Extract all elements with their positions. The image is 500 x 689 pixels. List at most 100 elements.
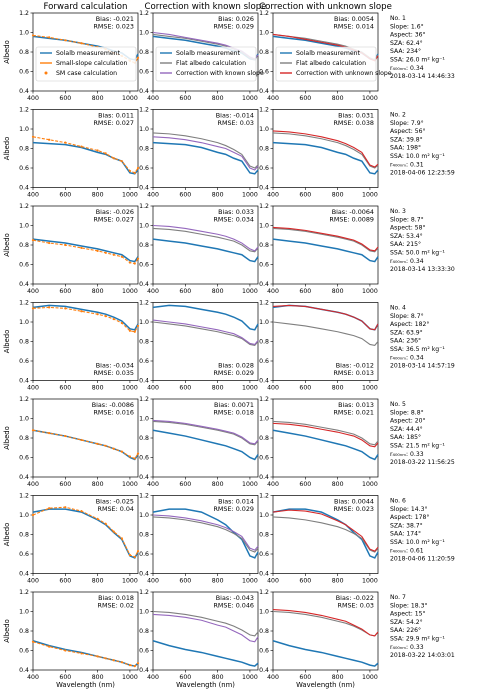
sm-case-marker (120, 321, 123, 325)
x-tick-label: 1000 (242, 95, 258, 102)
x-tick-label: 400 (147, 192, 159, 199)
series-measurement (272, 429, 379, 461)
y-tick-label: 0.6 (139, 69, 149, 76)
sm-case-marker (48, 306, 51, 309)
y-tick-label: 0.6 (259, 648, 269, 655)
bias-label: Bias: -0.025 (96, 498, 134, 506)
sm-case-marker (104, 251, 107, 254)
x-tick-label: 400 (27, 385, 39, 392)
case-info-line: SZA: 39.8° (390, 135, 423, 143)
rmse-label: RMSE: 0.014 (333, 23, 374, 31)
y-tick-label: 0.8 (139, 242, 149, 249)
series-unknown (272, 130, 379, 168)
x-tick-label: 600 (179, 288, 191, 295)
case-row-3: 0.4 0.6 0.8 1.0 1.2 400 600 800 1000 Albedo Bias: … (3, 203, 455, 295)
series-flat (152, 610, 259, 637)
x-tick-label: 400 (27, 288, 39, 295)
bias-label: Bias: 0.0071 (214, 401, 254, 409)
case-info-line: r₄₀₀ₙₘ: 0.34 (390, 354, 424, 361)
bias-label: Bias: -0.0064 (332, 208, 374, 216)
y-tick-label: 0.4 (259, 281, 269, 288)
x-tick-label: 600 (59, 674, 71, 681)
series-unknown (272, 609, 379, 637)
panel-r1-c2: 0.4 0.6 0.8 1.0 1.2 400 600 800 1000 Bias: 0.026R… (139, 10, 264, 102)
sm-case-marker (136, 56, 140, 59)
bias-label: Bias: -0.034 (96, 362, 134, 370)
y-tick-label: 0.6 (259, 165, 269, 172)
y-tick-label: 1.0 (259, 609, 269, 616)
rmse-label: RMSE: 0.029 (213, 369, 254, 377)
x-tick-label: 800 (332, 288, 344, 295)
sm-case-marker (48, 507, 51, 510)
case-info-line: Slope: 8.7° (390, 215, 424, 223)
case-info-line: SAA: 226° (390, 626, 421, 634)
case-number: No. 6 (390, 498, 406, 505)
x-tick-label: 400 (147, 95, 159, 102)
panel-r4-c2: 0.4 0.6 0.8 1.0 1.2 400 600 800 1000 Bias: 0.028R… (139, 300, 259, 392)
x-tick-label: 400 (27, 95, 39, 102)
column-title-2: Correction with known slope (145, 2, 267, 12)
y-tick-label: 0.4 (19, 88, 29, 95)
case-info-line: Aspect: 36° (390, 31, 426, 39)
plot-frame (32, 591, 139, 671)
x-tick-label: 800 (332, 192, 344, 199)
case-info-line: SAA: 185° (390, 433, 421, 441)
bias-label: Bias: 0.018 (98, 594, 134, 602)
y-tick-label: 0.4 (139, 667, 149, 674)
y-tick-label: 1.0 (139, 512, 149, 519)
bias-label: Bias: 0.013 (338, 401, 374, 409)
y-axis-label: Albedo (3, 137, 11, 161)
panel-r5-c2: 0.4 0.6 0.8 1.0 1.2 400 600 800 1000 Bias: 0.0071… (139, 396, 259, 488)
sm-case-marker (31, 513, 35, 517)
x-tick-label: 600 (299, 385, 311, 392)
sm-case-marker (133, 171, 136, 174)
y-tick-label: 0.8 (139, 532, 149, 539)
case-info-line: 2018-03-14 14:46:33 (390, 73, 455, 80)
y-tick-label: 0.4 (259, 667, 269, 674)
x-tick-label: 400 (267, 674, 279, 681)
x-tick-label: 600 (59, 192, 71, 199)
plot-frame (272, 398, 379, 478)
sm-case-marker (112, 317, 115, 321)
case-info-line: SZA: 54.2° (390, 618, 423, 626)
x-tick-label: 1000 (242, 192, 258, 199)
y-tick-label: 1.2 (259, 107, 269, 114)
case-info-line: 2018-04-06 12:23:59 (390, 170, 455, 177)
case-info-line: SSA: 26.0 m² kg⁻¹ (390, 57, 445, 64)
sm-case-marker (96, 313, 99, 316)
plot-frame (272, 205, 379, 285)
series-measurement (32, 238, 139, 263)
sm-case-marker (31, 429, 35, 432)
y-tick-label: 0.6 (19, 551, 29, 558)
sm-case-marker (96, 655, 99, 658)
y-tick-label: 1.2 (139, 203, 149, 210)
y-tick-label: 0.6 (139, 455, 149, 462)
series-measurement (152, 429, 259, 461)
x-tick-label: 1000 (122, 288, 138, 295)
x-tick-label: 600 (59, 288, 71, 295)
x-tick-label: 800 (212, 95, 224, 102)
x-tick-label: 1000 (362, 385, 378, 392)
series-measurement (272, 640, 379, 667)
column-title-1: Forward calculation (44, 2, 128, 12)
sm-case-marker (96, 249, 99, 252)
y-tick-label: 1.0 (139, 126, 149, 133)
y-tick-label: 1.0 (139, 609, 149, 616)
sm-case-marker (133, 330, 136, 333)
case-info-line: Slope: 14.3° (390, 505, 428, 513)
y-tick-label: 1.0 (19, 126, 29, 133)
y-tick-label: 0.6 (139, 165, 149, 172)
x-tick-label: 1000 (242, 481, 258, 488)
bias-label: Bias: 0.028 (218, 362, 254, 370)
legend-entry-label: Solalb measurement (176, 50, 241, 57)
sm-case-marker (133, 457, 136, 460)
y-tick-label: 0.8 (259, 628, 269, 635)
case-info-line: r₄₀₀ₙₘ: 0.34 (390, 65, 424, 72)
sm-case-marker (128, 455, 132, 458)
y-tick-label: 0.4 (19, 474, 29, 481)
series-flat (152, 132, 259, 169)
legend-box (35, 46, 137, 82)
sm-case-marker (104, 152, 107, 155)
panel-r4-c3: 0.4 0.6 0.8 1.0 1.2 400 600 800 1000 Bias: -0.012… (259, 300, 379, 392)
case-info-line: SZA: 62.4° (390, 39, 423, 47)
